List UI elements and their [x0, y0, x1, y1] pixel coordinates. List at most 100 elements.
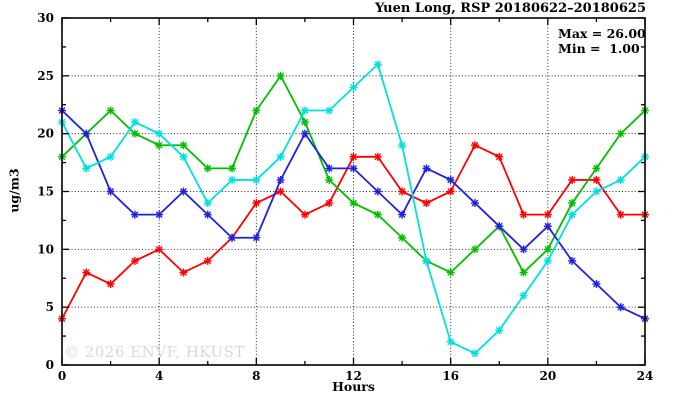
series-red-marker	[106, 280, 115, 289]
series-blue-marker	[106, 187, 115, 196]
series-blue-marker	[519, 245, 528, 254]
series-blue-marker	[276, 175, 285, 184]
series-green-marker	[106, 106, 115, 115]
series-cyan-marker	[568, 210, 577, 219]
x-tick-label: 12	[345, 369, 362, 383]
x-tick-label: 8	[252, 369, 260, 383]
series-green-marker	[325, 175, 334, 184]
stats-box: Max = 26.00 Min = 1.00	[558, 26, 646, 56]
series-blue-marker	[252, 233, 261, 242]
series-green	[58, 71, 649, 277]
series-cyan-marker	[616, 175, 625, 184]
y-tick-label: 25	[37, 69, 54, 83]
series-cyan-marker	[252, 175, 261, 184]
max-value-label: Max = 26.00	[558, 26, 646, 41]
series-green-marker	[300, 118, 309, 127]
series-red-marker	[592, 175, 601, 184]
series-red-marker	[349, 152, 358, 161]
series-red-marker	[179, 268, 188, 277]
series-green-marker	[543, 245, 552, 254]
y-tick-label: 15	[37, 185, 54, 199]
series-green-marker	[568, 199, 577, 208]
series-red-marker	[276, 187, 285, 196]
series-blue-marker	[568, 256, 577, 265]
series-red-marker	[373, 152, 382, 161]
series-cyan-marker	[276, 152, 285, 161]
x-tick-label: 0	[58, 369, 66, 383]
series-red-marker	[470, 141, 479, 150]
series-red-marker	[155, 245, 164, 254]
series-cyan-marker	[155, 129, 164, 138]
series-red-marker	[130, 256, 139, 265]
series-blue-marker	[422, 164, 431, 173]
x-tick-label: 24	[637, 369, 654, 383]
series-green-marker	[349, 199, 358, 208]
series-red-marker	[446, 187, 455, 196]
series-cyan-marker	[130, 118, 139, 127]
series-cyan-marker	[373, 60, 382, 69]
x-tick-label: 4	[155, 369, 163, 383]
chart-title: Yuen Long, RSP 20180622–20180625	[375, 1, 646, 16]
series-red-marker	[300, 210, 309, 219]
series-green-marker	[470, 245, 479, 254]
series-blue-marker	[203, 210, 212, 219]
series-blue-marker	[228, 233, 237, 242]
series-blue-marker	[300, 129, 309, 138]
series-red-marker	[568, 175, 577, 184]
series-cyan-marker	[179, 152, 188, 161]
series-red-marker	[519, 210, 528, 219]
series-cyan-marker	[495, 326, 504, 335]
axis-ticks	[61, 17, 646, 366]
x-tick-label: 16	[442, 369, 459, 383]
series-blue-marker	[543, 222, 552, 231]
series-blue-marker	[495, 222, 504, 231]
x-tick-label: 20	[539, 369, 556, 383]
series-cyan-marker	[325, 106, 334, 115]
y-axis-label: ug/m3	[6, 168, 22, 213]
y-tick-label: 30	[37, 11, 54, 25]
series-blue-marker	[349, 164, 358, 173]
series-red-marker	[82, 268, 91, 277]
series-blue-marker	[446, 175, 455, 184]
series-blue	[58, 106, 649, 323]
series-blue-marker	[470, 199, 479, 208]
series-blue-marker	[373, 187, 382, 196]
y-tick-label: 10	[37, 242, 54, 256]
series-green-marker	[519, 268, 528, 277]
tick-labels: 0 4 8 12 16 20 24 0 5 10 15 20 25 30	[37, 11, 653, 383]
series-green-marker	[130, 129, 139, 138]
x-axis-label: Hours	[332, 379, 375, 394]
series-blue-marker	[592, 280, 601, 289]
series-green-marker	[592, 164, 601, 173]
series-green-marker	[446, 268, 455, 277]
series-green-marker	[276, 71, 285, 80]
series-green-marker	[228, 164, 237, 173]
series-blue-marker	[130, 210, 139, 219]
series-blue-marker	[155, 210, 164, 219]
series-green-marker	[179, 141, 188, 150]
y-tick-label: 20	[37, 127, 54, 141]
series-cyan-marker	[470, 349, 479, 358]
series-cyan-marker	[106, 152, 115, 161]
series-green-marker	[252, 106, 261, 115]
series-cyan-marker	[82, 164, 91, 173]
series-green-marker	[203, 164, 212, 173]
series-red-marker	[398, 187, 407, 196]
watermark: © 2026 ENVF, HKUST	[64, 343, 245, 361]
series-red-marker	[495, 152, 504, 161]
y-tick-label: 0	[46, 358, 54, 372]
series-red-marker	[252, 199, 261, 208]
series-blue-marker	[179, 187, 188, 196]
series-red-marker	[203, 256, 212, 265]
series-cyan-marker	[592, 187, 601, 196]
series-cyan-marker	[519, 291, 528, 300]
series-cyan-marker	[300, 106, 309, 115]
series-blue-marker	[82, 129, 91, 138]
series-cyan-marker	[203, 199, 212, 208]
series-green-marker	[616, 129, 625, 138]
series-cyan-marker	[446, 337, 455, 346]
series-blue-marker	[325, 164, 334, 173]
series-green-marker	[373, 210, 382, 219]
series-red-marker	[325, 199, 334, 208]
series-cyan-marker	[398, 141, 407, 150]
